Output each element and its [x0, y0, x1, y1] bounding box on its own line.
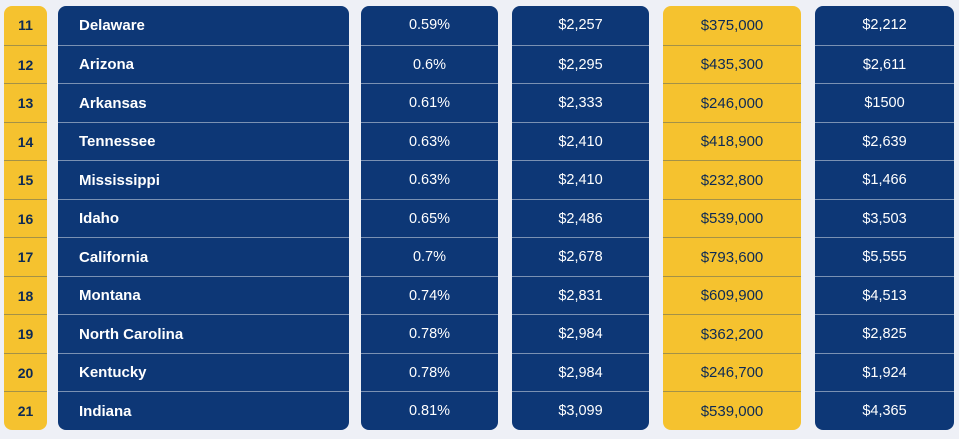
rank-cell: 18	[4, 275, 47, 316]
rank-cell: 20	[4, 352, 47, 393]
home-value-column: $375,000 $435,300 $246,000 $418,900 $232,800…	[663, 6, 801, 430]
last-value-cell: $2,639	[815, 121, 954, 162]
tax-rate-cell: 0.6%	[361, 44, 498, 85]
rank-cell: 16	[4, 198, 47, 239]
tax-rate-cell: 0.61%	[361, 83, 498, 123]
annual-tax-cell: $2,410	[512, 121, 649, 162]
tax-rate-cell: 0.65%	[361, 198, 498, 239]
tax-rate-column: 0.59% 0.6% 0.61% 0.63% 0.63% 0.65% 0.7% 0.74% 0.…	[361, 6, 498, 430]
last-value-cell: $2,825	[815, 314, 954, 354]
annual-tax-cell: $2,984	[512, 352, 649, 393]
last-value-cell: $2,212	[862, 17, 907, 34]
annual-tax-column: $2,257 $2,295 $2,333 $2,410 $2,410 $2,486 $2,6…	[512, 6, 649, 430]
home-value-cell: $375,000	[700, 16, 764, 34]
last-value-cell: $5,555	[815, 237, 954, 277]
home-value-cell: $793,600	[663, 237, 801, 277]
state-name-cell: Arizona	[58, 44, 349, 85]
annual-tax-cell: $2,295	[512, 44, 649, 85]
home-value-cell: $418,900	[663, 121, 801, 162]
tax-rate-cell: 0.59%	[408, 17, 451, 34]
last-value-cell: $1,466	[815, 160, 954, 200]
rank-cell: 12	[4, 44, 47, 85]
annual-tax-cell: $2,486	[512, 198, 649, 239]
home-value-cell: $246,000	[663, 83, 801, 123]
rank-cell: 13	[4, 83, 47, 123]
rank-column: 11 12 13 14 15 16 17 18 19 20 21	[4, 6, 47, 430]
home-value-cell: $246,700	[663, 352, 801, 393]
state-name-cell: Kentucky	[58, 352, 349, 393]
last-value-cell: $2,611	[815, 44, 954, 85]
tax-rate-cell: 0.78%	[361, 352, 498, 393]
rank-cell: 19	[4, 314, 47, 354]
state-column: Delaware Arizona Arkansas Tennessee Mississi…	[58, 6, 349, 430]
rank-cell: 21	[4, 391, 47, 430]
home-value-cell: $539,000	[663, 198, 801, 239]
home-value-cell: $539,000	[663, 391, 801, 430]
state-name-cell: Mississippi	[58, 160, 349, 200]
annual-tax-cell: $2,984	[512, 314, 649, 354]
annual-tax-cell: $2,678	[512, 237, 649, 277]
state-name-cell: California	[58, 237, 349, 277]
tax-rate-cell: 0.7%	[361, 237, 498, 277]
state-name-cell: Idaho	[58, 198, 349, 239]
annual-tax-cell: $2,410	[512, 160, 649, 200]
tax-rate-cell: 0.81%	[361, 391, 498, 430]
home-value-cell: $435,300	[663, 44, 801, 85]
tax-rate-cell: 0.78%	[361, 314, 498, 354]
state-name-cell: North Carolina	[58, 314, 349, 354]
annual-tax-cell: $2,831	[512, 275, 649, 316]
annual-tax-cell: $2,333	[512, 83, 649, 123]
state-name-cell: Indiana	[58, 391, 349, 430]
tax-rate-cell: 0.63%	[361, 121, 498, 162]
last-value-cell: $3,503	[815, 198, 954, 239]
annual-tax-cell: $2,257	[558, 17, 603, 34]
last-value-cell: $1,924	[815, 352, 954, 393]
state-name-cell: Tennessee	[58, 121, 349, 162]
rank-cell: 15	[4, 160, 47, 200]
tax-rate-cell: 0.63%	[361, 160, 498, 200]
rank-cell: 11	[18, 17, 33, 34]
rank-cell: 14	[4, 121, 47, 162]
home-value-cell: $362,200	[663, 314, 801, 354]
last-value-cell: $4,513	[815, 275, 954, 316]
state-name-cell: Delaware	[79, 16, 145, 34]
home-value-cell: $232,800	[663, 160, 801, 200]
state-name-cell: Montana	[58, 275, 349, 316]
state-name-cell: Arkansas	[58, 83, 349, 123]
last-value-cell: $1500	[815, 83, 954, 123]
tax-rate-cell: 0.74%	[361, 275, 498, 316]
last-value-cell: $4,365	[815, 391, 954, 430]
last-value-column: $2,212 $2,611 $1500 $2,639 $1,466 $3,503 $5,55…	[815, 6, 954, 430]
annual-tax-cell: $3,099	[512, 391, 649, 430]
rank-cell: 17	[4, 237, 47, 277]
home-value-cell: $609,900	[663, 275, 801, 316]
